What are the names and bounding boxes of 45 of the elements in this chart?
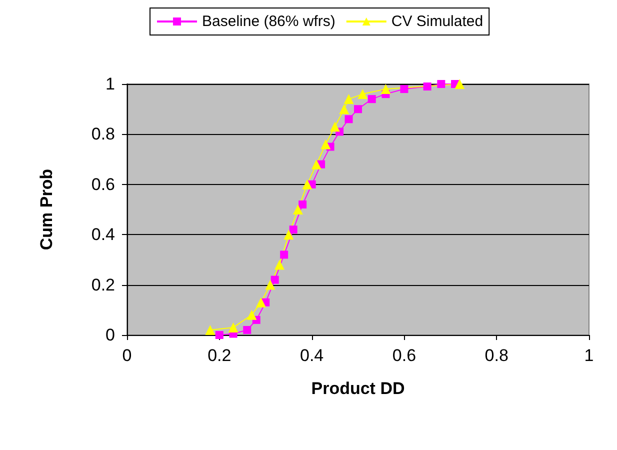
point xyxy=(437,80,446,88)
y-tick-label: 0.4 xyxy=(91,225,115,244)
point xyxy=(380,84,391,94)
point xyxy=(400,85,408,94)
point xyxy=(358,89,368,100)
point xyxy=(228,322,238,332)
point xyxy=(311,159,322,170)
x-tick-label: 0.6 xyxy=(392,346,416,365)
point xyxy=(284,230,294,240)
point xyxy=(270,276,279,284)
y-tick-label: 1 xyxy=(106,74,115,94)
point xyxy=(205,324,216,335)
y-tick-label: 0 xyxy=(106,326,115,344)
point xyxy=(302,179,312,190)
point xyxy=(354,105,362,114)
legend-label: Baseline (86% wfrs) xyxy=(202,13,336,30)
point xyxy=(246,310,257,320)
point xyxy=(215,331,224,339)
point xyxy=(368,95,376,104)
x-tick-label: 0 xyxy=(122,346,132,365)
point xyxy=(256,297,266,308)
y-tick-label: 0.6 xyxy=(91,174,115,194)
point xyxy=(289,226,298,234)
point xyxy=(344,94,354,104)
point xyxy=(280,250,288,259)
point xyxy=(298,200,307,208)
point xyxy=(423,82,432,91)
point xyxy=(344,115,353,124)
y-tick-label: 0.8 xyxy=(91,124,115,144)
point xyxy=(274,260,284,270)
legend-label: CV Simulated xyxy=(391,13,484,30)
y-tick-label: 0.2 xyxy=(91,275,115,294)
point xyxy=(265,280,276,290)
x-tick-label: 0.8 xyxy=(484,346,508,365)
x-tick-label: 1 xyxy=(584,346,594,365)
point xyxy=(292,204,303,214)
x-tick-label: 0.2 xyxy=(208,346,232,365)
x-axis-title: Product DD xyxy=(311,379,405,398)
point xyxy=(330,122,340,132)
x-tick-label: 0.4 xyxy=(300,346,324,365)
point xyxy=(243,326,252,334)
point xyxy=(339,104,350,114)
y-axis-title: Cum Prob xyxy=(37,168,56,250)
point xyxy=(320,139,331,150)
point xyxy=(454,79,465,89)
